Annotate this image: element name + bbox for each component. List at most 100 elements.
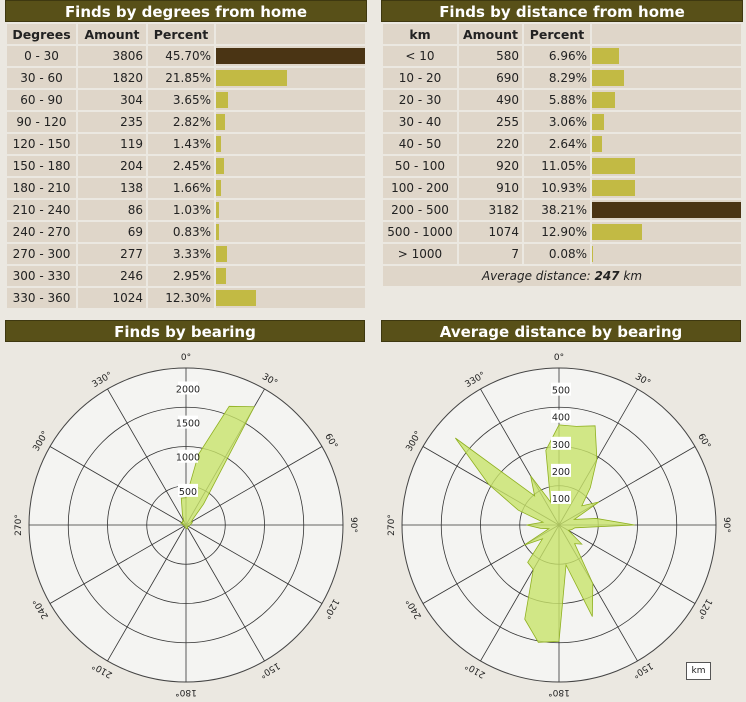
distance-row: < 10 580 6.96% bbox=[383, 46, 741, 66]
distance-bar-cell bbox=[592, 68, 741, 88]
distance-title: Finds by distance from home bbox=[381, 0, 743, 22]
km-col-header: km bbox=[383, 24, 457, 44]
distance-row: 40 - 50 220 2.64% bbox=[383, 134, 741, 154]
degrees-bar-cell bbox=[216, 222, 365, 242]
distance-bar-cell bbox=[592, 46, 741, 66]
degrees-bar-cell bbox=[216, 46, 365, 66]
percent-col-header: Percent bbox=[524, 24, 590, 44]
distance-range-cell: > 1000 bbox=[383, 244, 457, 264]
angle-label: 30° bbox=[260, 372, 279, 389]
angle-label: 180° bbox=[175, 687, 197, 697]
unit-legend-box: km bbox=[686, 662, 711, 680]
distance-range-cell: 200 - 500 bbox=[383, 200, 457, 220]
distance-bar-cell bbox=[592, 222, 741, 242]
degrees-bar-cell bbox=[216, 266, 365, 286]
ring-label: 400 bbox=[552, 413, 570, 424]
degrees-range-cell: 210 - 240 bbox=[7, 200, 76, 220]
ring-label-bg bbox=[178, 449, 198, 463]
distance-range-cell: 40 - 50 bbox=[383, 134, 457, 154]
polar-grid-spoke bbox=[185, 446, 323, 526]
average-distance-value: 247 bbox=[594, 269, 620, 283]
distance-percent-cell: 2.64% bbox=[524, 134, 590, 154]
ring-label-bg bbox=[551, 463, 571, 477]
angle-label: 270° bbox=[387, 514, 397, 536]
bearing-polar-chart: 500 1000 1500 2000 0° 30° 60° 90° 120° 150° 180° 21… bbox=[0, 345, 373, 702]
distance-row: 500 - 1000 1074 12.90% bbox=[383, 222, 741, 242]
bar-col-header bbox=[592, 24, 741, 44]
distance-row: 20 - 30 490 5.88% bbox=[383, 90, 741, 110]
degrees-range-cell: 180 - 210 bbox=[7, 178, 76, 198]
avgdist-chart-title: Average distance by bearing bbox=[381, 320, 741, 342]
polar-svg: 5001000150020000°30°60°90°120°150°180°21… bbox=[14, 353, 358, 697]
degrees-table: Degrees Amount Percent 0 - 30 3806 45.70% 3… bbox=[5, 22, 367, 310]
ring-label-bg bbox=[551, 436, 571, 450]
degrees-bar-cell bbox=[216, 244, 365, 264]
degrees-range-cell: 30 - 60 bbox=[7, 68, 76, 88]
degrees-amount-cell: 304 bbox=[78, 90, 146, 110]
degrees-bar bbox=[216, 48, 365, 64]
distance-bar-cell bbox=[592, 90, 741, 110]
ring-label-bg bbox=[551, 382, 571, 396]
polar-grid-spoke bbox=[107, 524, 187, 662]
distance-bar bbox=[592, 48, 620, 64]
ring-label: 300 bbox=[552, 440, 570, 451]
distance-header-row: km Amount Percent bbox=[383, 24, 741, 44]
degrees-header-row: Degrees Amount Percent bbox=[7, 24, 365, 44]
polar-grid-spoke bbox=[107, 388, 187, 526]
distance-amount-cell: 1074 bbox=[459, 222, 522, 242]
polar-grid-spoke bbox=[49, 524, 187, 604]
degrees-panel: Finds by degrees from home Degrees Amoun… bbox=[5, 0, 367, 310]
distance-percent-cell: 10.93% bbox=[524, 178, 590, 198]
degrees-bar bbox=[216, 136, 221, 152]
distance-bar-cell bbox=[592, 244, 741, 264]
angle-label: 60° bbox=[322, 432, 339, 451]
distance-row: 50 - 100 920 11.05% bbox=[383, 156, 741, 176]
distance-percent-cell: 11.05% bbox=[524, 156, 590, 176]
ring-label: 1500 bbox=[176, 419, 200, 430]
ring-label-bg bbox=[178, 381, 198, 395]
distance-amount-cell: 220 bbox=[459, 134, 522, 154]
ring-label: 200 bbox=[552, 467, 570, 478]
distance-bar bbox=[592, 202, 741, 218]
distance-amount-cell: 3182 bbox=[459, 200, 522, 220]
distance-percent-cell: 12.90% bbox=[524, 222, 590, 242]
degrees-title: Finds by degrees from home bbox=[5, 0, 367, 22]
distance-panel: Finds by distance from home km Amount Pe… bbox=[381, 0, 743, 288]
degrees-percent-cell: 1.66% bbox=[148, 178, 214, 198]
distance-bar bbox=[592, 114, 604, 130]
degrees-bar-cell bbox=[216, 288, 365, 308]
degrees-range-cell: 330 - 360 bbox=[7, 288, 76, 308]
degrees-amount-cell: 1024 bbox=[78, 288, 146, 308]
degrees-bar bbox=[216, 158, 224, 174]
degrees-bar bbox=[216, 246, 227, 262]
degrees-row: 90 - 120 235 2.82% bbox=[7, 112, 365, 132]
degrees-bar-cell bbox=[216, 156, 365, 176]
degrees-range-cell: 150 - 180 bbox=[7, 156, 76, 176]
distance-row: > 1000 7 0.08% bbox=[383, 244, 741, 264]
polar-grid-spoke bbox=[185, 524, 265, 662]
distance-bar-cell bbox=[592, 134, 741, 154]
degrees-row: 150 - 180 204 2.45% bbox=[7, 156, 365, 176]
polar-data-area bbox=[179, 405, 255, 530]
bearing-chart-title: Finds by bearing bbox=[5, 320, 365, 342]
degrees-bar bbox=[216, 180, 222, 196]
degrees-bar bbox=[216, 290, 257, 306]
distance-amount-cell: 920 bbox=[459, 156, 522, 176]
distance-percent-cell: 38.21% bbox=[524, 200, 590, 220]
ring-label-bg bbox=[551, 490, 571, 504]
distance-row: 200 - 500 3182 38.21% bbox=[383, 200, 741, 220]
angle-label: 0° bbox=[554, 353, 564, 363]
distance-table: km Amount Percent < 10 580 6.96% 10 - 20 690… bbox=[381, 22, 743, 288]
distance-bar bbox=[592, 158, 636, 174]
distance-bar bbox=[592, 180, 635, 196]
degrees-row: 0 - 30 3806 45.70% bbox=[7, 46, 365, 66]
degrees-range-cell: 240 - 270 bbox=[7, 222, 76, 242]
degrees-amount-cell: 277 bbox=[78, 244, 146, 264]
distance-range-cell: < 10 bbox=[383, 46, 457, 66]
polar-grid-spoke bbox=[185, 524, 323, 604]
percent-col-header: Percent bbox=[148, 24, 214, 44]
degrees-percent-cell: 0.83% bbox=[148, 222, 214, 242]
angle-label: 0° bbox=[181, 353, 191, 363]
degrees-bar-cell bbox=[216, 134, 365, 154]
distance-amount-cell: 910 bbox=[459, 178, 522, 198]
